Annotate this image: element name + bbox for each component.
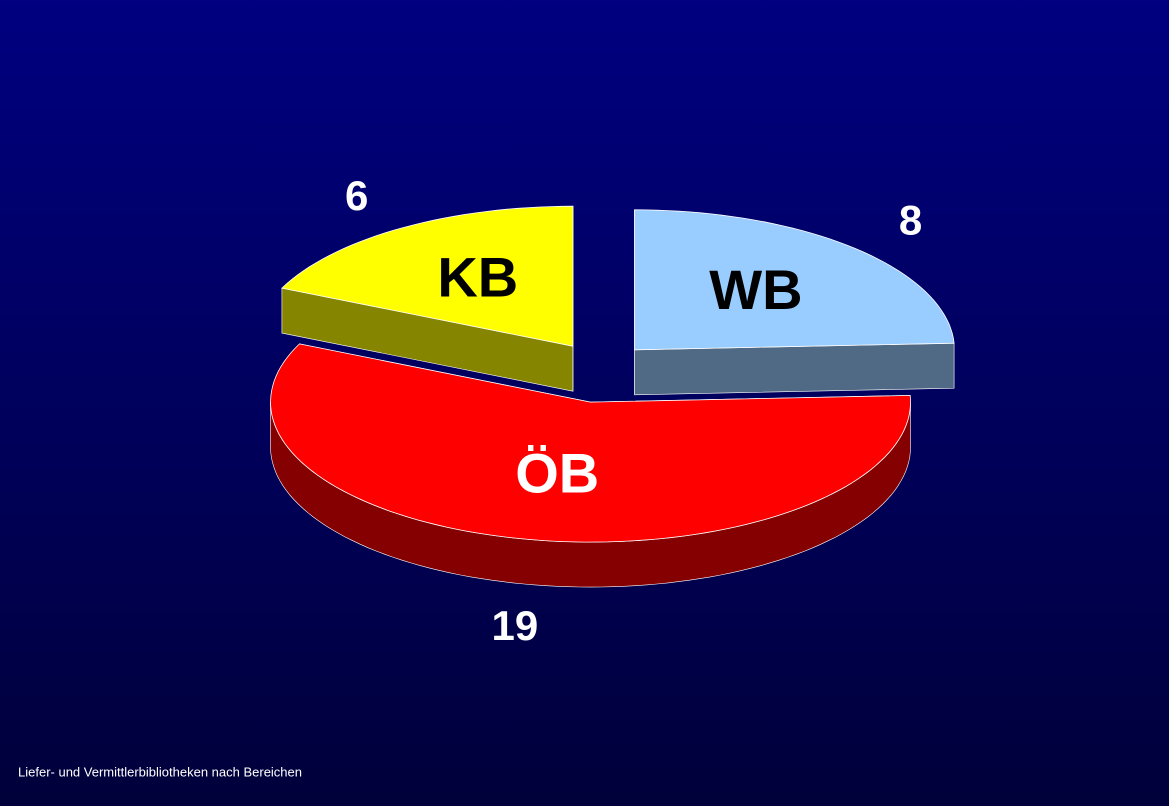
pie-slice xyxy=(634,209,955,396)
slice-top xyxy=(270,343,911,543)
slice-top xyxy=(634,209,955,351)
value-label: 8 xyxy=(899,196,922,243)
chart-caption: Liefer- und Vermittlerbibliotheken nach … xyxy=(18,764,302,779)
value-label: 19 xyxy=(491,602,538,649)
slice-cut-face xyxy=(634,342,955,396)
pie-slice xyxy=(281,205,574,392)
slice-label: KB xyxy=(437,245,518,308)
value-label: 6 xyxy=(345,172,368,219)
pie-slice xyxy=(270,343,911,588)
slice-top xyxy=(281,205,574,347)
slice-label: WB xyxy=(709,258,802,321)
slice-label: ÖB xyxy=(515,441,599,504)
